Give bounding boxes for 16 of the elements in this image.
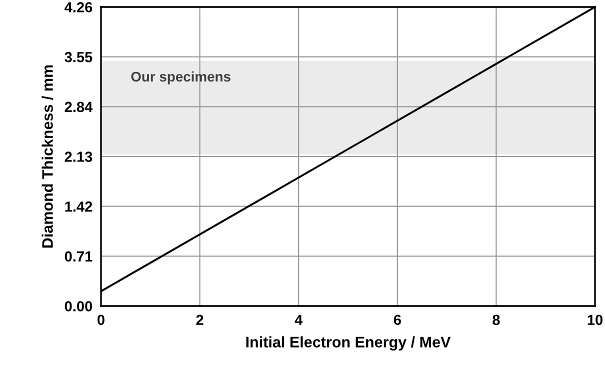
x-tick-label: 2 xyxy=(196,314,204,325)
x-tick-label: 10 xyxy=(588,314,603,326)
y-tick-label: 2.13 xyxy=(64,152,92,162)
x-tick-label: 6 xyxy=(394,314,401,326)
y-axis-title: Diamond Thickness / mm xyxy=(42,65,54,248)
x-axis-title: Initial Electron Energy / MeV xyxy=(246,336,451,351)
x-tick-label: 8 xyxy=(492,314,500,326)
y-tick-label: 3.55 xyxy=(64,52,92,62)
y-tick-label: 1.42 xyxy=(65,201,92,212)
y-tick-label: 0.00 xyxy=(64,301,92,312)
x-tick-label: 4 xyxy=(294,314,303,325)
y-tick-label: 2.84 xyxy=(64,102,93,112)
x-tick-label: 0 xyxy=(98,314,104,326)
y-tick-label: 0.71 xyxy=(64,251,92,262)
band-label: Our specimens xyxy=(131,71,230,84)
y-tick-label: 4.26 xyxy=(64,2,92,12)
